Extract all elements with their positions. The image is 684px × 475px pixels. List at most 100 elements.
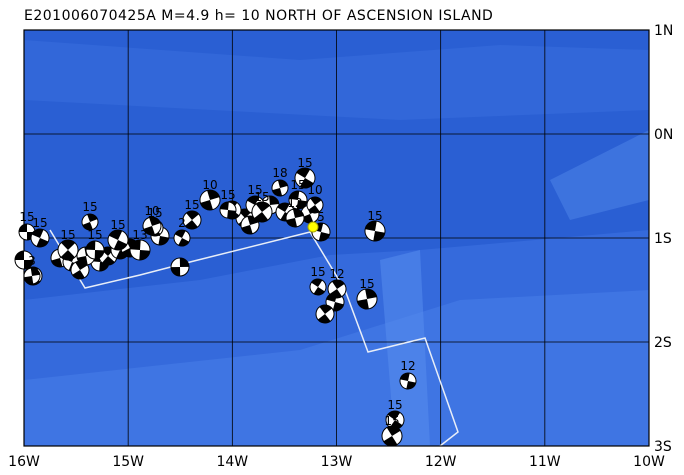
beachball — [327, 279, 347, 299]
beachball — [399, 372, 417, 390]
beachball-quadrant — [36, 238, 49, 247]
beachball — [309, 278, 327, 296]
lat-label: 0N — [654, 127, 673, 143]
beachball-quadrant — [269, 196, 279, 205]
beachball-quadrant — [272, 188, 283, 196]
beachball-quadrant — [139, 250, 150, 260]
depth-label: 15 — [387, 398, 402, 412]
depth-label: 15 — [110, 218, 125, 232]
beachball-quadrant — [286, 218, 298, 227]
beachball — [219, 201, 237, 219]
beachball-quadrant — [60, 250, 75, 260]
beachball-quadrant — [19, 224, 27, 232]
beachball-quadrant — [365, 289, 377, 299]
beachball-quadrant — [101, 256, 115, 265]
beachball-quadrant — [149, 217, 161, 226]
depth-label: 15 — [147, 206, 162, 220]
beachball-quadrant — [86, 241, 96, 250]
beachball-quadrant — [31, 229, 44, 238]
beachball-quadrant — [301, 214, 314, 223]
depth-label: 2 — [178, 216, 186, 230]
beachball-quadrant — [108, 230, 123, 240]
beachball-quadrant — [227, 210, 236, 218]
beachball-quadrant — [61, 240, 76, 250]
depth-label: 15 — [384, 414, 399, 428]
beachball-quadrant — [72, 270, 85, 279]
depth-label: 10 — [202, 178, 217, 192]
beachball-quadrant — [387, 411, 401, 420]
plate-boundary — [49, 229, 459, 447]
depth-label: 15 — [82, 200, 97, 214]
beachball-quadrant — [207, 190, 220, 200]
beachball — [57, 239, 79, 261]
beachball — [170, 257, 190, 277]
beachball-quadrant — [331, 280, 345, 289]
lon-label: 15W — [112, 454, 144, 470]
lon-label: 12W — [425, 454, 457, 470]
depth-label: 15 — [359, 277, 374, 291]
beachball — [107, 229, 129, 251]
beachball-quadrant — [94, 250, 104, 259]
depth-label: 15 — [19, 210, 34, 224]
depth-label: 15 — [220, 188, 235, 202]
beachball-quadrant — [296, 168, 311, 178]
depth-label: 15 — [87, 228, 102, 242]
beachball-quadrant — [51, 258, 63, 267]
beachball-quadrant — [400, 373, 410, 381]
depth-label: 15 — [310, 265, 325, 279]
beachball-quadrant — [174, 230, 186, 238]
depth-label: 15 — [247, 183, 262, 197]
depth-label: 13 — [132, 228, 147, 242]
beachball-quadrant — [296, 200, 307, 209]
beachball-quadrant — [200, 200, 213, 210]
beachball-quadrant — [186, 211, 199, 220]
lat-label: 1N — [654, 23, 673, 39]
beachball — [285, 208, 305, 228]
beachball-quadrant — [329, 289, 343, 298]
beachball — [251, 201, 273, 223]
depth-label: 15 — [60, 228, 75, 242]
beachball — [288, 190, 308, 210]
beachball-quadrant — [332, 302, 344, 311]
beachball — [182, 210, 202, 230]
beachball — [23, 267, 41, 285]
beachball-quadrant — [277, 203, 290, 212]
beachball — [306, 196, 324, 214]
depth-label: 10 — [144, 204, 159, 218]
beachball-quadrant — [383, 436, 398, 446]
beachball-quadrant — [317, 314, 331, 323]
depth-label: 15 — [254, 190, 269, 204]
beachball-quadrant — [308, 205, 320, 213]
beachball-quadrant — [277, 180, 288, 188]
map-title: E201006070425A M=4.9 h= 10 NORTH OF ASCE… — [24, 8, 493, 24]
beachball-quadrant — [319, 305, 333, 314]
beachball-quadrant — [130, 240, 141, 250]
beachball-quadrant — [24, 260, 33, 269]
beachball — [381, 425, 403, 447]
beachball — [315, 304, 335, 324]
lon-label: 14W — [216, 454, 248, 470]
beachball-quadrant — [158, 236, 169, 245]
depth-label: 12 — [329, 267, 344, 281]
beachball — [85, 240, 105, 260]
beachball-quadrant — [318, 232, 330, 241]
beachball-quadrant — [373, 231, 385, 241]
beachball-quadrant — [178, 238, 190, 246]
beachball-quadrant — [255, 202, 270, 212]
beachball — [271, 179, 289, 197]
epicenter — [307, 221, 319, 233]
depth-label: 15 — [184, 198, 199, 212]
beachball-quadrant — [386, 426, 401, 436]
lon-label: 10W — [633, 454, 665, 470]
depth-label: 18 — [272, 166, 287, 180]
beachball-quadrant — [365, 221, 377, 231]
lon-label: 13W — [321, 454, 353, 470]
beachball-quadrant — [171, 267, 181, 276]
depth-label: 12 — [400, 359, 415, 373]
depth-label: 10 — [307, 183, 322, 197]
beachball-quadrant — [357, 299, 369, 309]
beachball-quadrant — [30, 268, 40, 276]
beachball-quadrant — [179, 258, 189, 267]
beachball — [199, 189, 221, 211]
